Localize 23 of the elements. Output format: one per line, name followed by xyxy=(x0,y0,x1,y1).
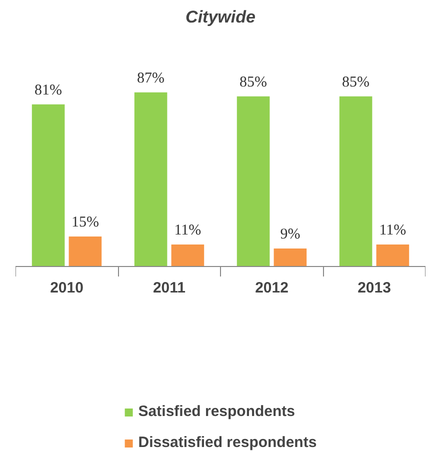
bar xyxy=(236,96,270,267)
chart-title: Citywide xyxy=(186,8,256,26)
x-tick-label: 2012 xyxy=(255,280,288,297)
x-tick-label: 2013 xyxy=(358,280,391,297)
x-tick-label: 2011 xyxy=(152,280,186,297)
bar xyxy=(376,244,410,267)
data-label: 9% xyxy=(280,226,300,243)
legend-label: Satisfied respondents xyxy=(138,403,296,420)
bar xyxy=(339,96,372,267)
data-label: 15% xyxy=(71,214,99,231)
data-label: 87% xyxy=(137,70,165,86)
legend-label: Dissatisfied respondents xyxy=(138,434,317,451)
bar xyxy=(134,92,168,267)
bar xyxy=(274,248,307,267)
data-label: 11% xyxy=(174,222,202,239)
data-label: 11% xyxy=(379,222,406,239)
bar xyxy=(68,236,102,267)
data-label: 85% xyxy=(240,74,268,90)
bar xyxy=(171,244,204,267)
data-label: 85% xyxy=(342,74,370,90)
x-tick-label: 2010 xyxy=(50,280,84,297)
data-label: 81% xyxy=(34,82,62,98)
bar xyxy=(32,104,65,267)
